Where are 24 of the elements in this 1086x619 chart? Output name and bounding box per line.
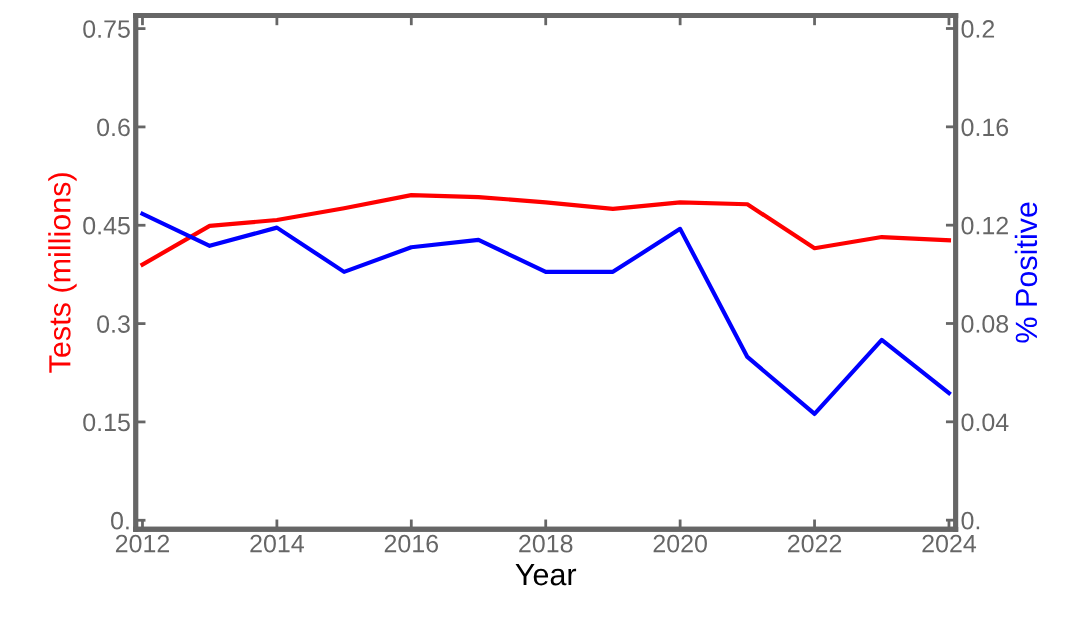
- y2-tick-label: 0.12: [961, 216, 1008, 235]
- x-tick-label: 2012: [115, 534, 170, 553]
- x-tick-label: 2022: [788, 534, 842, 553]
- y2-axis-title: % Positive: [1014, 202, 1038, 343]
- line-series: [140, 193, 952, 267]
- y2-tick-label: 0.: [961, 511, 980, 530]
- x-tick-label: 2024: [922, 534, 977, 553]
- x-tick-label: 2020: [653, 534, 707, 553]
- x-axis-title: Year: [515, 564, 577, 586]
- y-tick-label: 0.15: [83, 413, 130, 432]
- y-tick-label: 0.3: [97, 315, 130, 333]
- y-tick-label: 0.45: [83, 216, 130, 235]
- y-axis-title: Tests (millions): [48, 173, 77, 373]
- y2-tick-label: 0.2: [961, 20, 995, 38]
- line-series: [140, 211, 952, 417]
- y2-tick-label: 0.08: [961, 315, 1009, 333]
- y-tick-label: 0.75: [83, 20, 130, 38]
- y-tick-label: 0.: [111, 511, 129, 530]
- y2-tick-label: 0.16: [961, 118, 1009, 137]
- x-tick-label: 2018: [519, 534, 573, 553]
- y-tick-label: 0.6: [97, 118, 130, 137]
- x-tick-label: 2014: [250, 534, 304, 553]
- x-tick-label: 2016: [384, 534, 439, 553]
- y2-tick-label: 0.04: [961, 413, 1009, 432]
